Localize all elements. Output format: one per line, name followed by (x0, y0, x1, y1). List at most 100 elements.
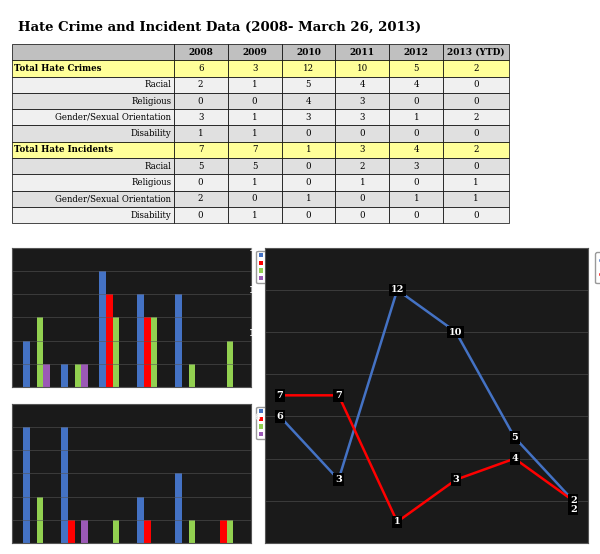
Bar (389, 60, 443, 76)
Bar (12, 60, 174, 76)
Bar (281, 76, 335, 93)
Bar (12, 142, 174, 158)
Text: 6: 6 (277, 412, 283, 421)
Text: 2: 2 (198, 80, 203, 89)
Bar (335, 175, 389, 191)
Bar (281, 191, 335, 207)
Text: 5: 5 (413, 64, 419, 73)
Text: 3: 3 (198, 113, 203, 122)
Bar (74, 364, 82, 387)
Text: 7: 7 (198, 146, 203, 155)
Bar (227, 93, 281, 109)
Text: 2: 2 (198, 194, 203, 203)
Text: 3: 3 (306, 113, 311, 122)
Total Hate Crimes (394, 286, 401, 293)
Bar (227, 142, 281, 158)
Bar (82, 364, 88, 387)
Legend: Total Hate Crimes, Total Hate Incidents: Total Hate Crimes, Total Hate Incidents (595, 252, 600, 283)
Text: 0: 0 (473, 129, 479, 138)
Bar (12, 191, 174, 207)
Bar (443, 109, 509, 126)
Bar (227, 60, 281, 76)
Title: Hate Incidents (2008-2013): Hate Incidents (2008-2013) (62, 394, 202, 403)
Text: 12: 12 (303, 64, 314, 73)
Legend: Racial, Religious, Gender/Sexual Orientation, Disability: Racial, Religious, Gender/Sexual Orienta… (256, 250, 349, 283)
Bar (335, 60, 389, 76)
Total Hate Incidents (570, 497, 577, 504)
Text: 0: 0 (413, 178, 419, 187)
Bar (12, 76, 174, 93)
Bar (174, 142, 227, 158)
Text: 2009: 2009 (242, 48, 267, 57)
Text: 0: 0 (198, 178, 203, 187)
Text: 0: 0 (413, 96, 419, 106)
Bar (443, 175, 509, 191)
Text: 0: 0 (473, 80, 479, 89)
Bar (389, 109, 443, 126)
Bar (281, 207, 335, 223)
Text: 0: 0 (198, 96, 203, 106)
Text: 12: 12 (391, 285, 404, 294)
Bar (174, 44, 227, 60)
Bar (281, 175, 335, 191)
Bar (443, 76, 509, 93)
Text: 1: 1 (394, 517, 401, 526)
Bar (443, 126, 509, 142)
Bar (174, 126, 227, 142)
Bar (174, 109, 227, 126)
Text: 0: 0 (305, 129, 311, 138)
Bar (12, 207, 174, 223)
Text: 6: 6 (198, 64, 203, 73)
Bar (389, 191, 443, 207)
Text: 1: 1 (252, 129, 257, 138)
Total Hate Crimes (570, 497, 577, 504)
Bar (188, 520, 196, 543)
Bar (443, 93, 509, 109)
Bar (137, 294, 144, 387)
Bar (281, 60, 335, 76)
Text: Religious: Religious (131, 178, 172, 187)
Bar (335, 93, 389, 109)
Text: 7: 7 (252, 146, 257, 155)
Text: 1: 1 (252, 80, 257, 89)
Total Hate Crimes (452, 329, 460, 335)
Text: 0: 0 (252, 194, 257, 203)
Text: 0: 0 (473, 211, 479, 219)
Text: 4: 4 (306, 96, 311, 106)
Text: 10: 10 (449, 327, 463, 337)
Bar (389, 76, 443, 93)
Text: 3: 3 (360, 146, 365, 155)
Text: 1: 1 (473, 178, 479, 187)
Total Hate Incidents (394, 519, 401, 525)
Total Hate Incidents (276, 392, 283, 399)
Bar (227, 126, 281, 142)
Text: 1: 1 (359, 178, 365, 187)
Bar (174, 76, 227, 93)
Bar (106, 294, 113, 387)
Bar (443, 158, 509, 175)
Bar (37, 496, 43, 543)
Bar (227, 158, 281, 175)
Bar (12, 175, 174, 191)
Text: 0: 0 (198, 211, 203, 219)
Bar (281, 44, 335, 60)
Bar (335, 191, 389, 207)
Bar (175, 294, 182, 387)
Bar (174, 191, 227, 207)
Text: Disability: Disability (131, 129, 172, 138)
Text: 0: 0 (305, 178, 311, 187)
Bar (113, 520, 119, 543)
Bar (12, 44, 174, 60)
Bar (335, 44, 389, 60)
Bar (174, 158, 227, 175)
Bar (443, 207, 509, 223)
Line: Total Hate Crimes: Total Hate Crimes (280, 290, 574, 501)
Text: 1: 1 (252, 211, 257, 219)
Bar (227, 341, 233, 387)
Bar (281, 158, 335, 175)
Bar (227, 44, 281, 60)
Text: Racial: Racial (145, 162, 172, 171)
Text: 0: 0 (305, 211, 311, 219)
Bar (443, 142, 509, 158)
Bar (389, 207, 443, 223)
